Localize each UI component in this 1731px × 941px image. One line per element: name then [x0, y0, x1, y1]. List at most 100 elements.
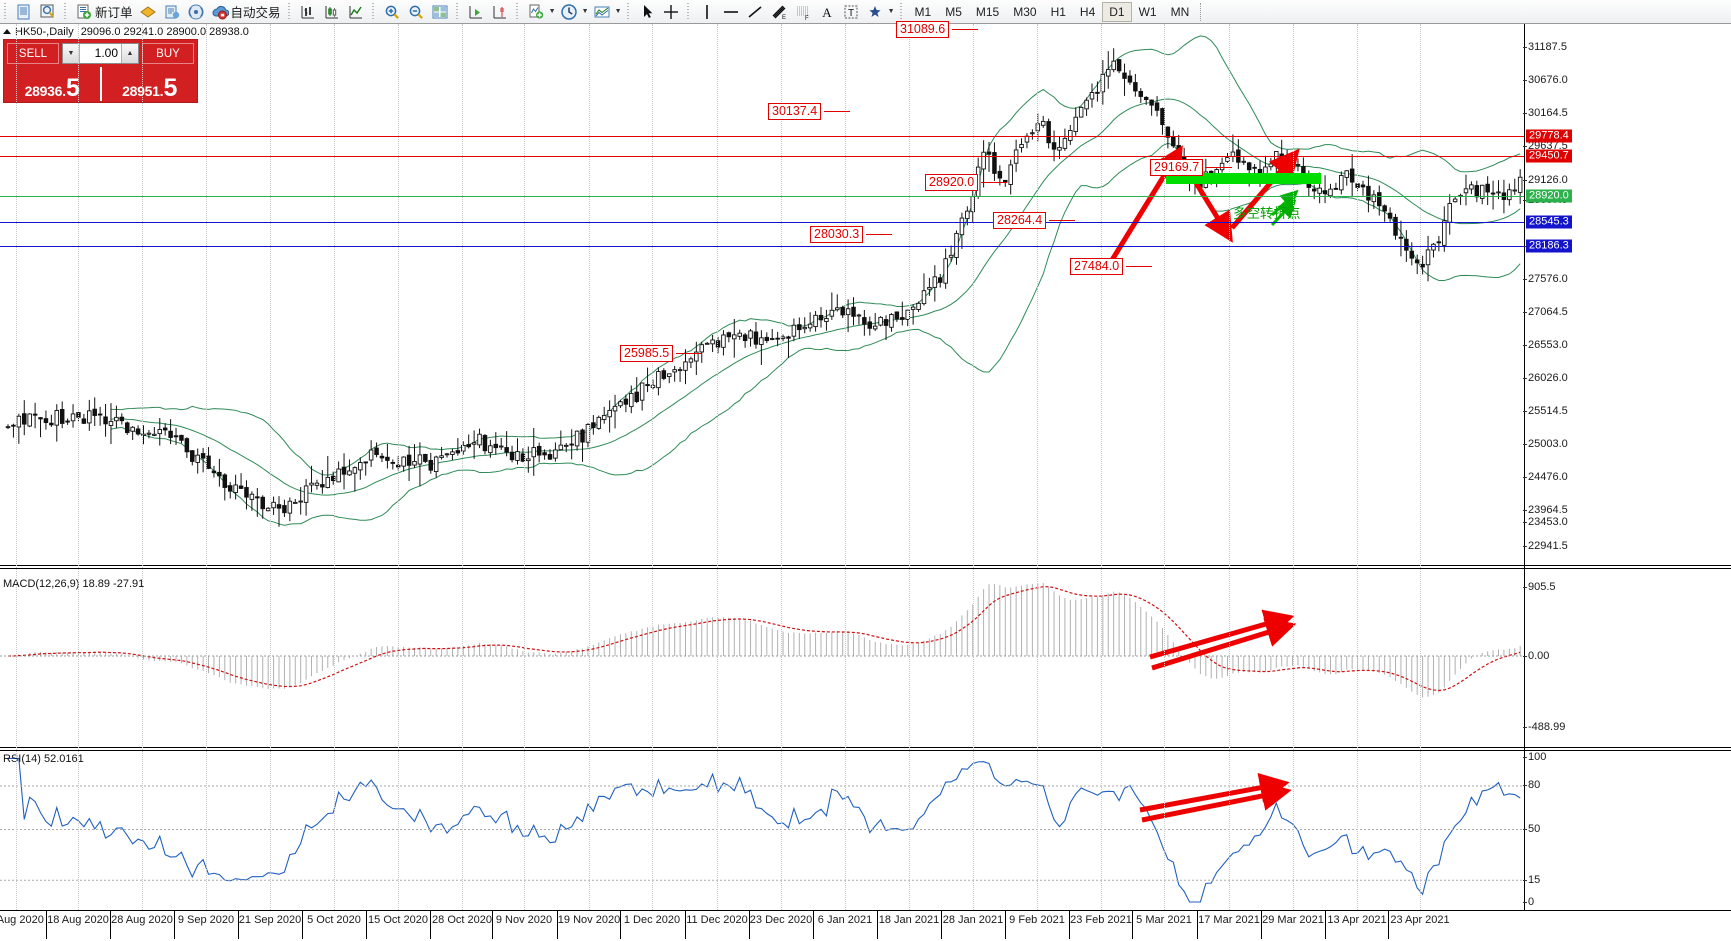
date-axis-separator	[877, 911, 878, 939]
time-gridline	[845, 24, 846, 910]
date-axis-tick: 28 Jan 2021	[942, 914, 1004, 926]
chart-shift-icon[interactable]	[488, 1, 512, 23]
toolbar-gripper-timeframes[interactable]	[898, 2, 905, 21]
level-line	[0, 222, 1524, 223]
templates-icon[interactable]	[590, 1, 614, 23]
candlestick-chart-icon[interactable]	[320, 1, 344, 23]
volume-stepper[interactable]: ▼ 1.00 ▲	[62, 43, 139, 64]
sell-price[interactable]: 28936 . 5	[4, 67, 100, 101]
buy-button[interactable]: BUY	[142, 43, 194, 64]
volume-input[interactable]: 1.00	[94, 46, 118, 60]
price-annotation-label[interactable]: 27484.0	[1070, 258, 1124, 275]
templates-dropdown-icon[interactable]: ▼	[614, 8, 622, 15]
cursor-tool-icon[interactable]	[635, 1, 659, 23]
svg-text:T: T	[847, 8, 853, 19]
price-annotation-label[interactable]: 31089.6	[896, 21, 950, 38]
time-gridline	[717, 24, 718, 910]
sell-button[interactable]: SELL	[7, 43, 59, 64]
line-chart-icon[interactable]	[344, 1, 368, 23]
indicators-icon[interactable]	[524, 1, 548, 23]
date-axis-tick: 18 Aug 2020	[47, 914, 109, 926]
publish-icon[interactable]	[160, 1, 184, 23]
price-annotation-label[interactable]: 28264.4	[993, 212, 1047, 229]
toolbar-gripper[interactable]	[63, 2, 69, 21]
price-annotation-label[interactable]: 28030.3	[810, 226, 864, 243]
text-tool-icon[interactable]: A	[815, 1, 839, 23]
toolbar-gripper[interactable]	[625, 2, 632, 21]
vertical-line-tool-icon[interactable]	[695, 1, 719, 23]
toolbar-gripper[interactable]	[286, 2, 293, 21]
timeframe-w1[interactable]: W1	[1138, 4, 1157, 19]
pane-separator-rsi	[0, 747, 1731, 751]
price-axis-tick: 31187.5	[1523, 41, 1567, 53]
horizontal-line-tool-icon[interactable]	[719, 1, 743, 23]
price-level-badge: 28186.3	[1526, 239, 1572, 253]
date-axis-separator	[174, 911, 175, 939]
date-axis-separator	[1005, 911, 1006, 939]
auto-scroll-icon[interactable]	[464, 1, 488, 23]
volume-decrease-icon[interactable]: ▼	[63, 44, 80, 63]
buy-price[interactable]: 28951 . 5	[99, 67, 198, 101]
crypto-icon[interactable]	[136, 1, 160, 23]
date-axis-separator	[492, 911, 493, 939]
support-resistance-zone	[1166, 173, 1321, 184]
volume-increase-icon[interactable]: ▲	[121, 44, 138, 63]
fibonacci-tool-icon[interactable]: F	[791, 1, 815, 23]
date-axis-separator	[557, 911, 558, 939]
trendline-tool-icon[interactable]	[743, 1, 767, 23]
crosshair-tool-icon[interactable]	[659, 1, 683, 23]
timeframe-d1[interactable]: D1	[1102, 1, 1132, 22]
time-gridline	[462, 24, 463, 910]
zoom-out-icon[interactable]	[404, 1, 428, 23]
price-annotation-label[interactable]: 30137.4	[768, 103, 822, 120]
time-gridline	[1037, 24, 1038, 910]
price-annotation-label[interactable]: 25985.5	[620, 345, 674, 362]
price-axis-tick: 27064.5	[1523, 306, 1568, 318]
toolbar-gripper[interactable]	[514, 2, 521, 21]
equidistant-channel-tool-icon[interactable]: E	[767, 1, 791, 23]
terminal-icon[interactable]	[12, 1, 36, 23]
new-order-button-label: 新订单	[95, 6, 133, 20]
indicators-dropdown-icon[interactable]: ▼	[548, 8, 556, 15]
signals-icon[interactable]	[184, 1, 208, 23]
market-watch-icon[interactable]	[36, 1, 60, 23]
price-annotation-label[interactable]: 28920.0	[925, 174, 979, 191]
bar-chart-icon[interactable]	[296, 1, 320, 23]
periods-dropdown-icon[interactable]: ▼	[581, 8, 589, 15]
shapes-tool-icon[interactable]	[863, 1, 887, 23]
timeframe-mn[interactable]: MN	[1170, 4, 1190, 19]
date-axis-tick: 18 Jan 2021	[878, 914, 940, 926]
toolbar-gripper[interactable]	[370, 2, 377, 21]
toolbar-gripper[interactable]	[454, 2, 461, 21]
timeframe-m30[interactable]: M30	[1013, 4, 1037, 19]
timeframe-m5[interactable]: M5	[945, 4, 962, 19]
toolbar-gripper[interactable]	[3, 2, 9, 21]
annotation-leader-line	[1126, 266, 1152, 267]
time-gridline	[142, 24, 143, 910]
timeframe-m1[interactable]: M1	[914, 4, 932, 19]
time-gridline	[16, 24, 17, 910]
periods-icon[interactable]	[557, 1, 581, 23]
tile-windows-icon[interactable]	[428, 1, 452, 23]
user-drawings	[1109, 145, 1300, 823]
level-line	[0, 246, 1524, 247]
new-order-button[interactable]: 新订单	[72, 1, 136, 23]
toolbar-gripper[interactable]	[685, 2, 692, 21]
svg-text:A: A	[822, 5, 832, 20]
date-axis-tick: 6 Aug 2020	[0, 914, 44, 926]
price-annotation-label[interactable]: 29169.7	[1150, 159, 1204, 176]
time-gridline	[206, 24, 207, 910]
text-label-tool-icon[interactable]: T	[839, 1, 863, 23]
date-axis-separator	[749, 911, 750, 939]
shapes-tool-dropdown-icon[interactable]: ▼	[887, 8, 895, 15]
timeframe-h4[interactable]: H4	[1079, 4, 1096, 19]
timeframe-h1[interactable]: H1	[1050, 4, 1066, 19]
chart-collapse-icon[interactable]	[3, 29, 11, 34]
timeframe-m15[interactable]: M15	[975, 4, 1000, 19]
time-gridline	[78, 24, 79, 910]
date-axis-tick: 9 Nov 2020	[495, 914, 553, 926]
auto-trading-button[interactable]: 自动交易	[208, 1, 284, 23]
rsi-trend-arrow-1	[1139, 772, 1290, 813]
zoom-in-icon[interactable]	[380, 1, 404, 23]
